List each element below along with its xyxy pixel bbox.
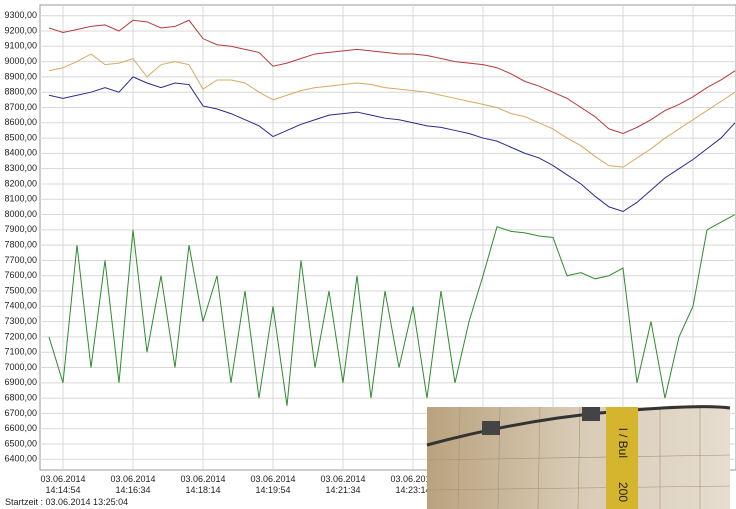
tube-label: 200 bbox=[616, 482, 630, 502]
screenshot: 6400,006500,006600,006700,006800,006900,… bbox=[0, 0, 736, 509]
photo-overlay: l / Bul 200 bbox=[0, 0, 736, 509]
clip bbox=[582, 407, 600, 421]
clip bbox=[482, 421, 500, 435]
tube-label: l / Bul bbox=[616, 428, 630, 458]
